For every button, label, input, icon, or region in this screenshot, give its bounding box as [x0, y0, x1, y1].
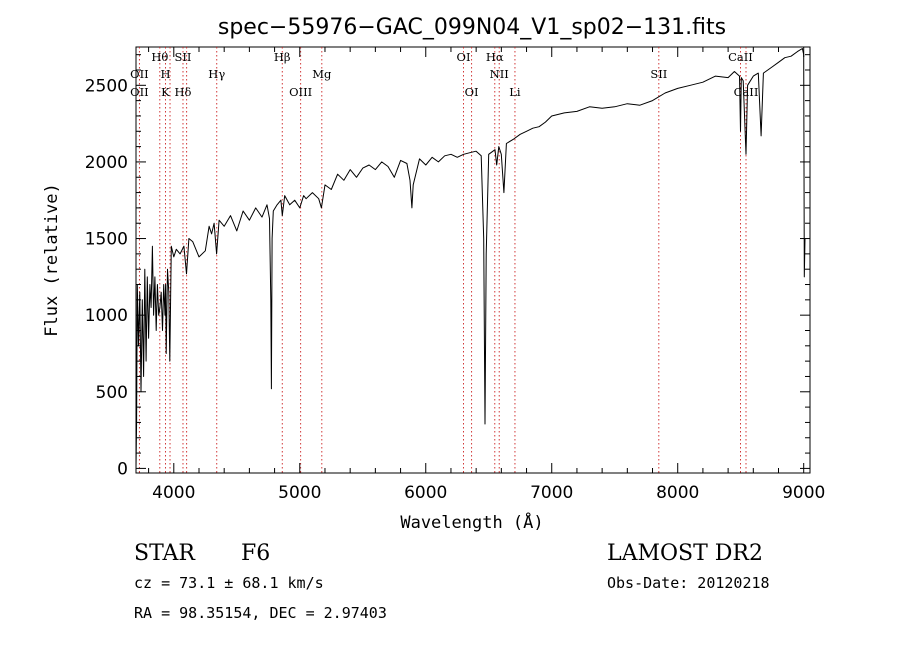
line-label-bottom: OIII	[289, 85, 312, 99]
object-subclass: F6	[241, 541, 270, 566]
line-label-bottom: Li	[509, 85, 521, 99]
line-label-top: OII	[130, 67, 149, 81]
x-tick-label: 9000	[782, 483, 825, 503]
plot-frame	[135, 46, 811, 474]
obs-date-text: Obs-Date: 20120218	[607, 574, 770, 592]
y-tick-label: 1500	[85, 230, 128, 250]
spectrum-series	[135, 48, 806, 469]
line-label-top: Hα	[486, 50, 504, 64]
line-label-top: Hθ	[151, 50, 168, 64]
y-tick-label: 500	[96, 383, 128, 403]
x-tick-label: 6000	[404, 483, 447, 503]
line-label-bottom: Hδ	[175, 85, 192, 99]
line-label-top: NII	[490, 67, 509, 81]
line-label-top: CaII	[728, 50, 753, 64]
x-tick-label: 8000	[656, 483, 699, 503]
line-label-top: H	[160, 67, 170, 81]
emission-line-markers	[138, 47, 747, 473]
x-tick-label: 4000	[152, 483, 195, 503]
y-axis-label: Flux (relative)	[42, 183, 62, 337]
line-label-top: SII	[650, 67, 667, 81]
y-tick-label: 0	[117, 459, 128, 479]
x-tick-label: 7000	[530, 483, 573, 503]
x-tick-label: 5000	[278, 483, 321, 503]
y-tick-label: 1000	[85, 306, 128, 326]
line-label-top: Hγ	[208, 67, 225, 81]
y-tick-label: 2500	[85, 76, 128, 96]
object-class: STAR	[134, 541, 196, 566]
line-label-top: OI	[457, 50, 471, 64]
chart-title: spec−55976−GAC_099N04_V1_sp02−131.fits	[218, 15, 726, 40]
line-label-bottom: K	[161, 85, 170, 99]
survey-name: LAMOST DR2	[607, 541, 763, 566]
y-axis-ticks: 0 500 1000 1500 2000 2500	[85, 54, 810, 479]
radec-text: RA = 98.35154, DEC = 2.97403	[134, 604, 387, 622]
line-label-bottom: OII	[130, 85, 149, 99]
line-label-top: SII	[175, 50, 192, 64]
redshift-text: cz = 73.1 ± 68.1 km/s	[134, 574, 324, 592]
line-label-top: Hβ	[274, 50, 291, 64]
line-label-bottom: CaII	[734, 85, 759, 99]
y-tick-label: 2000	[85, 153, 128, 173]
line-label-bottom: OI	[465, 85, 479, 99]
spectrum-line	[135, 48, 806, 469]
x-axis-ticks: 4000 5000 6000 7000 8000 9000	[148, 47, 825, 503]
x-axis-label: Wavelength (Å)	[400, 511, 543, 533]
line-labels: OIIOIIHθHKSIIHδHγHβOIIIMgOIOIHαNIILiSIIC…	[130, 50, 758, 99]
line-label-top: Mg	[312, 67, 332, 81]
